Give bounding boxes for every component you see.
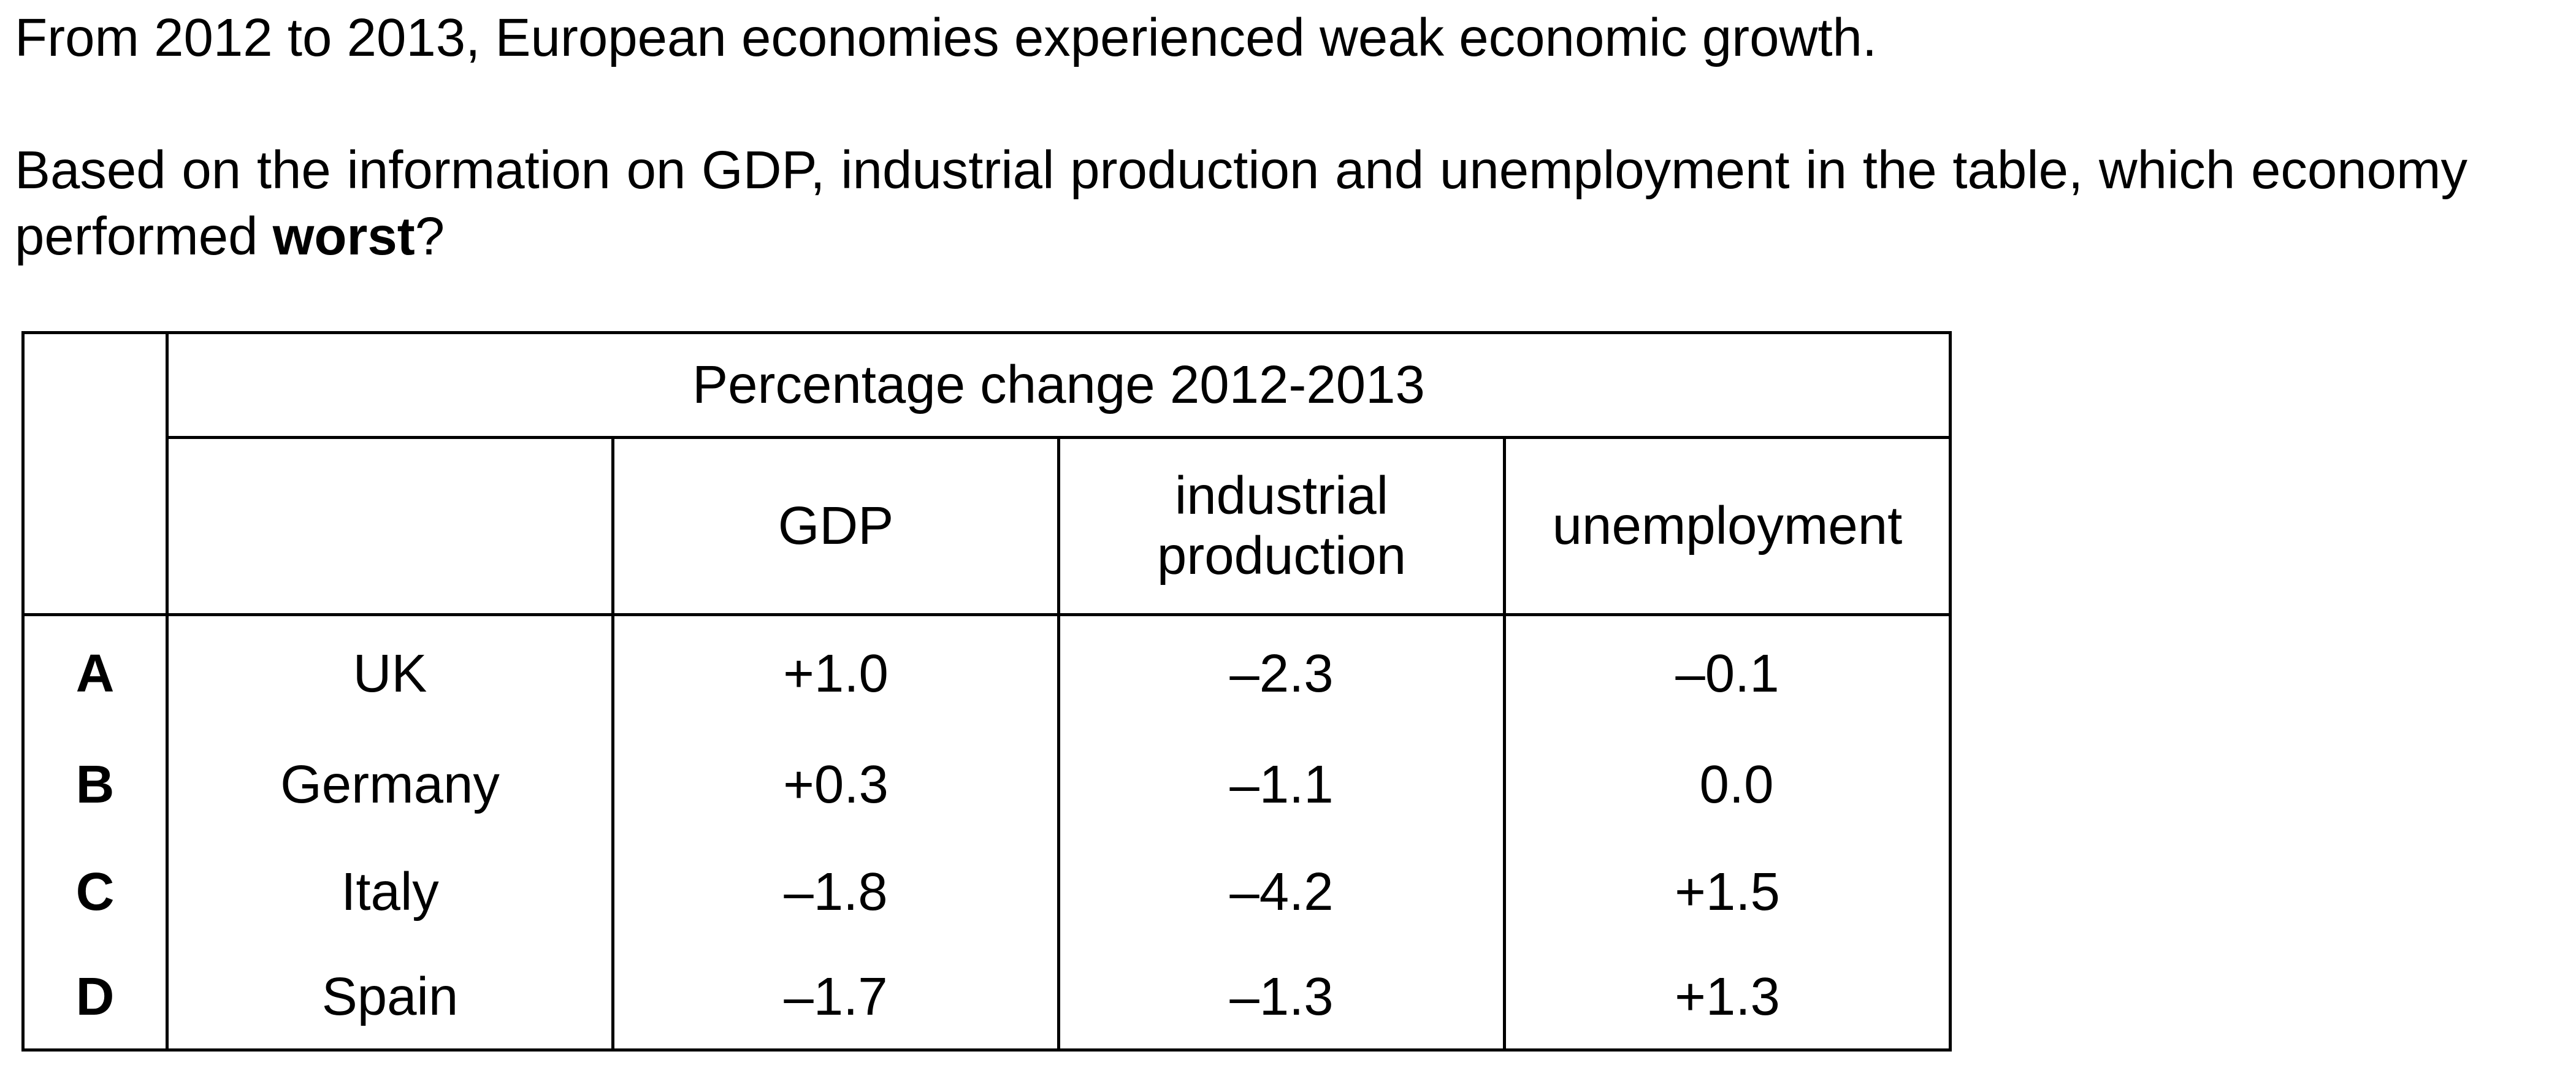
economic-data-table: Percentage change 2012-2013 GDP industri… [21,331,1952,1052]
row-letter: A [23,614,169,731]
question-text: From 2012 to 2013, European economies ex… [15,5,2467,270]
question-prompt: Based on the information on GDP, industr… [15,137,2467,270]
column-header-industrial-line-1: industrial [1174,466,1389,525]
blank-corner-cell [23,332,169,616]
table-row: A UK +1.0 –2.3 –0.1 [23,614,1951,731]
row-gdp: –1.7 [613,945,1060,1050]
question-prompt-emphasis: worst [272,207,415,266]
row-country: Germany [167,731,614,839]
row-letter: C [23,838,169,946]
row-unemployment: +1.3 [1675,967,1780,1027]
column-header-industrial-production: industrial production [1058,437,1506,616]
question-prompt-end: ? [415,207,445,266]
row-unemployment: 0.0 [1699,755,1774,814]
row-gdp: –1.8 [613,838,1060,946]
row-industrial: –1.3 [1058,945,1506,1050]
row-industrial: –4.2 [1058,838,1506,946]
row-unemployment: –0.1 [1675,643,1779,703]
row-letter: B [23,731,169,839]
row-gdp: +0.3 [613,731,1060,839]
column-header-industrial-line-2: production [1156,526,1407,586]
row-letter: D [23,945,169,1050]
row-gdp: +1.0 [613,614,1060,731]
row-country: Spain [167,945,614,1050]
row-industrial: –2.3 [1058,614,1506,731]
question-intro: From 2012 to 2013, European economies ex… [15,8,1878,67]
table-row: D Spain –1.7 –1.3 +1.3 [23,945,1951,1050]
question-prompt-start: Based on the information on GDP, industr… [15,140,2467,266]
row-country: Italy [167,838,614,946]
table-group-header-row: Percentage change 2012-2013 [23,332,1951,616]
country-header-blank [167,437,614,616]
row-unemployment: +1.5 [1675,862,1780,922]
row-industrial: –1.1 [1058,731,1506,839]
group-header: Percentage change 2012-2013 [167,332,1951,439]
table-row: B Germany +0.3 –1.1 0.0 [23,731,1951,839]
table-column-header-row: GDP industrial production unemployment [23,437,1951,616]
row-country: UK [167,614,614,731]
column-header-unemployment: unemployment [1504,437,1951,616]
column-header-gdp: GDP [613,437,1060,616]
table-row: C Italy –1.8 –4.2 +1.5 [23,838,1951,946]
